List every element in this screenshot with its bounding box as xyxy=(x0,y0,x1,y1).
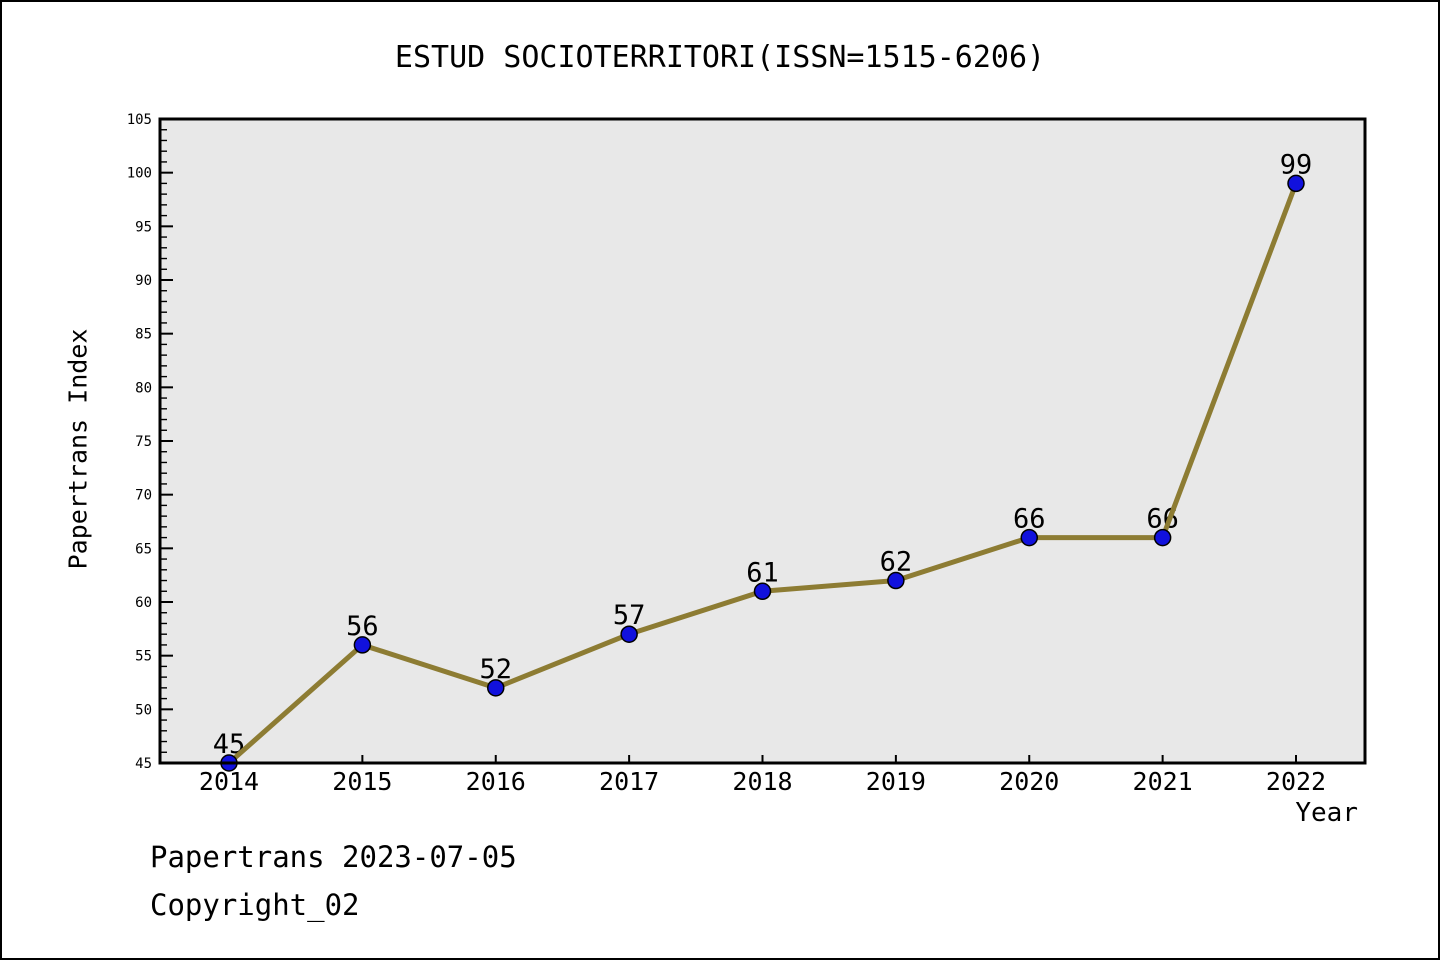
watermark-copyright-text: Copyright_02 xyxy=(150,888,360,922)
data-point-marker xyxy=(753,582,772,601)
x-tick-label: 2014 xyxy=(199,767,259,796)
y-tick-label: 50 xyxy=(135,702,152,718)
y-tick-label: 65 xyxy=(135,541,152,557)
plot-frame xyxy=(158,117,1367,765)
x-tick-label: 2016 xyxy=(466,767,526,796)
data-point-marker xyxy=(620,625,638,643)
y-tick-label: 45 xyxy=(135,756,152,772)
y-tick-label: 60 xyxy=(135,595,152,611)
y-tick-label: 105 xyxy=(127,112,152,128)
y-tick-label: 75 xyxy=(135,434,152,450)
watermark-date-text: Papertrans 2023-07-05 xyxy=(150,840,517,874)
data-point-marker xyxy=(1020,528,1038,547)
x-tick-label: 2019 xyxy=(866,767,926,796)
y-tick-label: 55 xyxy=(135,649,152,665)
data-point-marker xyxy=(1287,174,1305,193)
y-tick-label: 80 xyxy=(135,380,152,396)
y-tick-label: 70 xyxy=(135,488,152,504)
data-point-marker xyxy=(887,571,905,590)
y-tick-label: 90 xyxy=(135,273,152,289)
data-point-marker xyxy=(353,636,372,654)
y-tick-label: 95 xyxy=(135,219,152,235)
data-point-marker xyxy=(1153,528,1172,547)
x-tick-label: 2020 xyxy=(999,767,1059,796)
x-tick-label: 2017 xyxy=(599,767,659,796)
x-tick-label: 2018 xyxy=(732,767,792,796)
chart-title: ESTUD SOCIOTERRITORI(ISSN=1515-6206) xyxy=(394,40,1046,75)
y-tick-label: 100 xyxy=(127,166,152,182)
y-tick-label: 85 xyxy=(135,327,152,343)
x-tick-label: 2022 xyxy=(1266,767,1326,796)
x-tick-label: 2021 xyxy=(1133,767,1193,796)
plot-area xyxy=(160,119,1365,763)
data-point-marker xyxy=(487,679,505,697)
x-tick-label: 2015 xyxy=(332,767,392,796)
x-axis-label: Year xyxy=(1295,798,1358,828)
